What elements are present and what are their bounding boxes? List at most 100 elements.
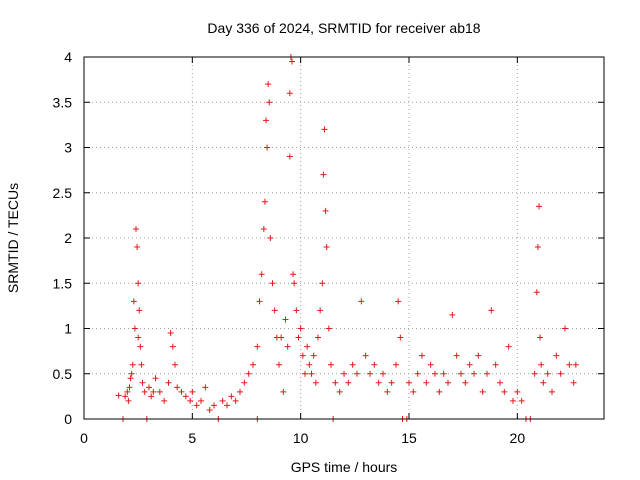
data-point — [134, 244, 141, 251]
data-point — [317, 307, 324, 314]
data-point — [178, 388, 185, 395]
data-point — [264, 144, 271, 151]
data-point — [440, 370, 447, 377]
data-point — [501, 388, 508, 395]
y-tick-label: 2 — [64, 230, 72, 246]
data-point — [410, 388, 417, 395]
data-point — [484, 370, 490, 377]
data-point — [315, 334, 321, 341]
data-point — [393, 361, 399, 368]
data-point — [254, 343, 261, 350]
data-point — [380, 370, 386, 377]
y-tick-label: 3 — [64, 140, 72, 156]
chart-title: Day 336 of 2024, SRMTID for receiver ab1… — [207, 20, 480, 36]
data-point — [423, 379, 430, 386]
data-point — [538, 361, 545, 368]
data-point — [371, 361, 378, 368]
x-axis-label: GPS time / hours — [291, 459, 398, 475]
data-point — [553, 352, 560, 359]
data-point — [322, 207, 329, 214]
data-point — [161, 397, 168, 404]
data-point — [265, 81, 272, 88]
data-point — [375, 379, 382, 386]
data-point — [131, 325, 138, 332]
data-point — [278, 334, 285, 341]
data-point — [458, 370, 464, 377]
data-point — [280, 388, 287, 395]
data-point — [293, 307, 300, 314]
data-point — [395, 298, 402, 305]
data-point — [286, 153, 293, 160]
data-point — [228, 393, 235, 400]
data-point — [302, 370, 308, 377]
data-point — [419, 352, 425, 359]
data-point — [462, 379, 469, 386]
data-point — [266, 99, 273, 106]
data-point — [445, 379, 451, 386]
data-point — [135, 334, 142, 341]
data-point — [549, 388, 555, 395]
data-point — [174, 384, 181, 391]
data-point — [572, 361, 579, 368]
data-point — [133, 225, 139, 232]
data-point — [341, 370, 347, 377]
data-point — [169, 343, 176, 350]
data-point — [271, 307, 278, 314]
data-point — [505, 343, 512, 350]
x-tick-label: 0 — [80, 430, 88, 446]
data-point — [276, 361, 282, 368]
data-point — [241, 379, 248, 386]
plot-frame — [83, 56, 605, 420]
data-point — [466, 361, 473, 368]
data-point — [562, 325, 568, 332]
data-point — [536, 203, 542, 210]
data-point — [325, 325, 332, 332]
data-point — [531, 370, 538, 377]
data-point — [256, 298, 263, 305]
data-point — [187, 397, 194, 404]
data-point — [115, 392, 122, 399]
data-point — [349, 361, 356, 368]
data-point — [286, 90, 293, 97]
data-point — [518, 397, 525, 404]
data-point — [497, 379, 503, 386]
data-point — [345, 379, 352, 386]
data-point — [289, 58, 295, 65]
data-point — [269, 280, 276, 287]
x-tick-label: 10 — [293, 430, 309, 446]
data-point — [141, 388, 148, 395]
data-point — [122, 393, 129, 400]
data-point — [263, 117, 269, 124]
data-point — [534, 244, 541, 251]
data-point — [206, 406, 213, 413]
data-points — [115, 54, 579, 422]
data-point — [323, 244, 330, 251]
data-point — [566, 361, 573, 368]
data-point — [189, 388, 196, 395]
x-tick-label: 15 — [401, 430, 417, 446]
tick-labels: 0 0.5 1 1.5 2 2.5 3 3.5 4 0 5 10 15 20 — [53, 49, 604, 446]
data-point — [138, 361, 145, 368]
data-point — [139, 379, 146, 386]
data-point — [125, 397, 132, 404]
data-point — [354, 370, 360, 377]
data-point — [224, 402, 230, 409]
data-point — [202, 384, 209, 391]
data-point — [406, 379, 412, 386]
data-point — [150, 388, 157, 395]
data-point — [306, 361, 313, 368]
data-point — [570, 379, 577, 386]
data-point — [557, 370, 564, 377]
x-tick-label: 5 — [188, 430, 196, 446]
data-point — [514, 388, 521, 395]
y-tick-label: 2.5 — [53, 185, 73, 201]
data-point — [172, 361, 178, 368]
x-tick-label: 20 — [510, 430, 526, 446]
data-point — [167, 330, 174, 337]
data-point — [328, 361, 334, 368]
data-point — [129, 361, 136, 368]
data-point — [148, 393, 155, 400]
data-point — [367, 370, 373, 377]
y-tick-label: 3.5 — [53, 94, 73, 110]
data-point — [290, 271, 297, 278]
